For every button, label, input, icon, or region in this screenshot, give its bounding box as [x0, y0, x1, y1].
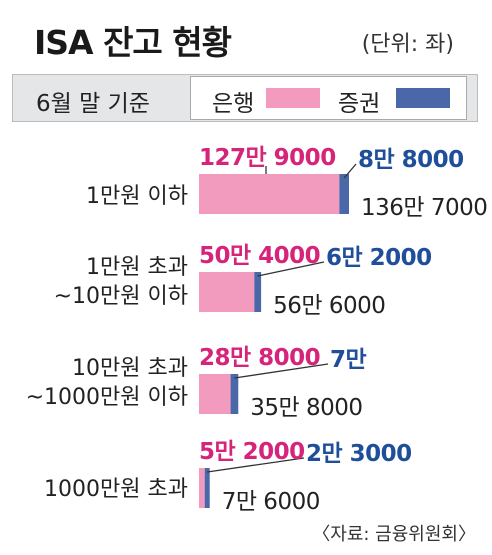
bar-bank	[199, 174, 340, 214]
bank-value-label: 50만 4000	[199, 243, 321, 269]
category-label-line: 10만원 초과	[72, 356, 188, 381]
category-label-line: ~10만원 이하	[53, 284, 188, 309]
bank-value-label: 5만 2000	[199, 439, 305, 465]
category-label-line: 1만원 초과	[86, 255, 188, 280]
bar-bank	[199, 468, 205, 508]
bar-bank	[199, 272, 255, 312]
category-label: 1000만원 초과	[44, 475, 188, 504]
category-label: 1만원 초과 ~10만원 이하	[54, 253, 188, 311]
securities-leader-line	[343, 163, 357, 179]
bank-value-label: 28만 8000	[199, 345, 321, 371]
total-value-label: 35만 8000	[250, 395, 363, 421]
category-label-line: ~1000만원 이하	[25, 385, 188, 410]
bar-securities	[339, 174, 349, 214]
category-label: 1만원 이하	[86, 182, 188, 211]
securities-leader-line	[234, 363, 329, 379]
securities-value-label: 2만 3000	[306, 441, 412, 467]
legend-label-securities: 증권	[338, 91, 381, 117]
securities-value-label: 6만 2000	[326, 245, 432, 271]
legend-swatch-securities	[396, 88, 450, 108]
bank-value-label: 127만 9000	[199, 145, 336, 171]
securities-value-label: 8만 8000	[358, 147, 464, 173]
total-value-label: 136만 7000	[361, 195, 488, 221]
source-note: 〈자료: 금융위원회〉	[312, 524, 476, 545]
securities-value-label: 7만	[330, 347, 367, 373]
total-value-label: 56만 6000	[273, 293, 386, 319]
chart-title: ISA 잔고 현황	[34, 23, 232, 62]
legend-swatch-bank	[266, 88, 320, 108]
securities-leader-line	[257, 261, 325, 277]
legend-basis-date: 6월 말 기준	[36, 91, 150, 117]
unit-label: (단위: 좌)	[361, 32, 454, 57]
bar-bank	[199, 374, 231, 414]
category-label-line: 1000만원 초과	[44, 476, 188, 502]
total-value-label: 7만 6000	[221, 489, 321, 515]
bar-securities	[254, 272, 262, 312]
category-label-line: 1만원 이하	[86, 183, 188, 209]
category-label: 10만원 초과 ~1000만원 이하	[26, 354, 188, 412]
legend-label-bank: 은행	[212, 91, 255, 117]
securities-leader-line	[207, 457, 305, 473]
bar-securities	[204, 468, 210, 508]
bar-securities	[230, 374, 239, 414]
